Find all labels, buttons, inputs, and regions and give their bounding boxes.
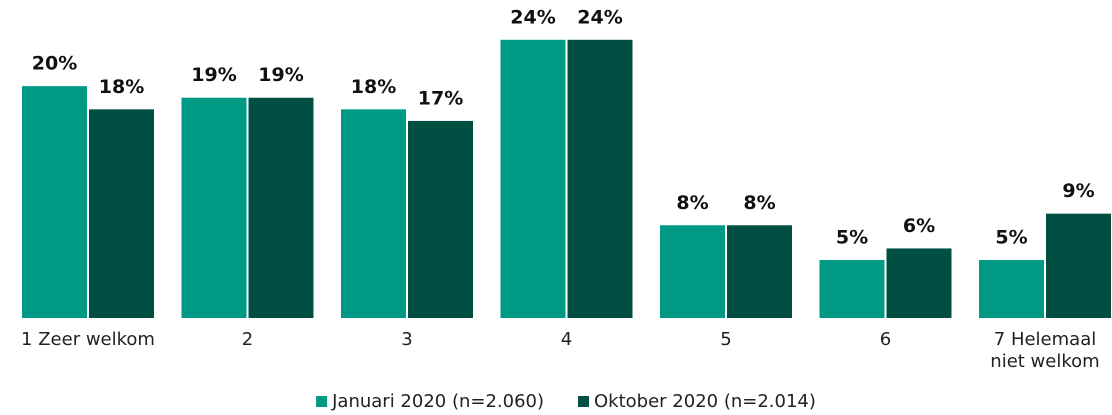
bar <box>341 109 406 318</box>
legend-label: Oktober 2020 (n=2.014) <box>594 391 816 412</box>
bar <box>886 248 952 318</box>
value-label: 9% <box>1062 180 1094 202</box>
bar <box>181 97 247 318</box>
x-tick-label: 6 <box>880 329 891 350</box>
value-label: 5% <box>836 227 868 249</box>
value-label: 18% <box>99 76 144 98</box>
value-label: 8% <box>743 192 775 214</box>
x-tick-label: 5 <box>720 329 731 350</box>
value-label: 18% <box>351 76 396 98</box>
value-label: 17% <box>418 87 463 109</box>
bar <box>408 120 473 318</box>
legend: Januari 2020 (n=2.060) Oktober 2020 (n=2.… <box>316 391 816 412</box>
value-label: 20% <box>32 53 77 75</box>
legend-swatch <box>316 396 328 407</box>
bar <box>660 225 725 318</box>
bar <box>22 86 87 318</box>
value-label: 8% <box>676 192 708 214</box>
bar <box>89 109 154 318</box>
x-tick-label: 4 <box>561 329 572 350</box>
x-tick-label: 7 Helemaal niet welkom <box>990 329 1099 372</box>
x-tick-label: 1 Zeer welkom <box>21 329 155 350</box>
bar <box>819 260 885 318</box>
bar <box>500 39 566 319</box>
x-tick-label: 3 <box>401 329 412 350</box>
legend-swatch <box>578 396 590 407</box>
legend-label: Januari 2020 (n=2.060) <box>331 391 544 412</box>
value-label: 24% <box>510 6 555 28</box>
bar <box>727 225 792 318</box>
value-label: 6% <box>903 215 935 237</box>
bar <box>1046 213 1111 318</box>
value-label: 5% <box>995 227 1027 249</box>
value-label: 24% <box>577 6 622 28</box>
bar <box>567 39 633 319</box>
value-label: 19% <box>258 64 303 86</box>
bar <box>248 97 314 318</box>
x-tick-label: 2 <box>242 329 253 350</box>
value-label: 19% <box>191 64 236 86</box>
bar <box>979 260 1044 318</box>
